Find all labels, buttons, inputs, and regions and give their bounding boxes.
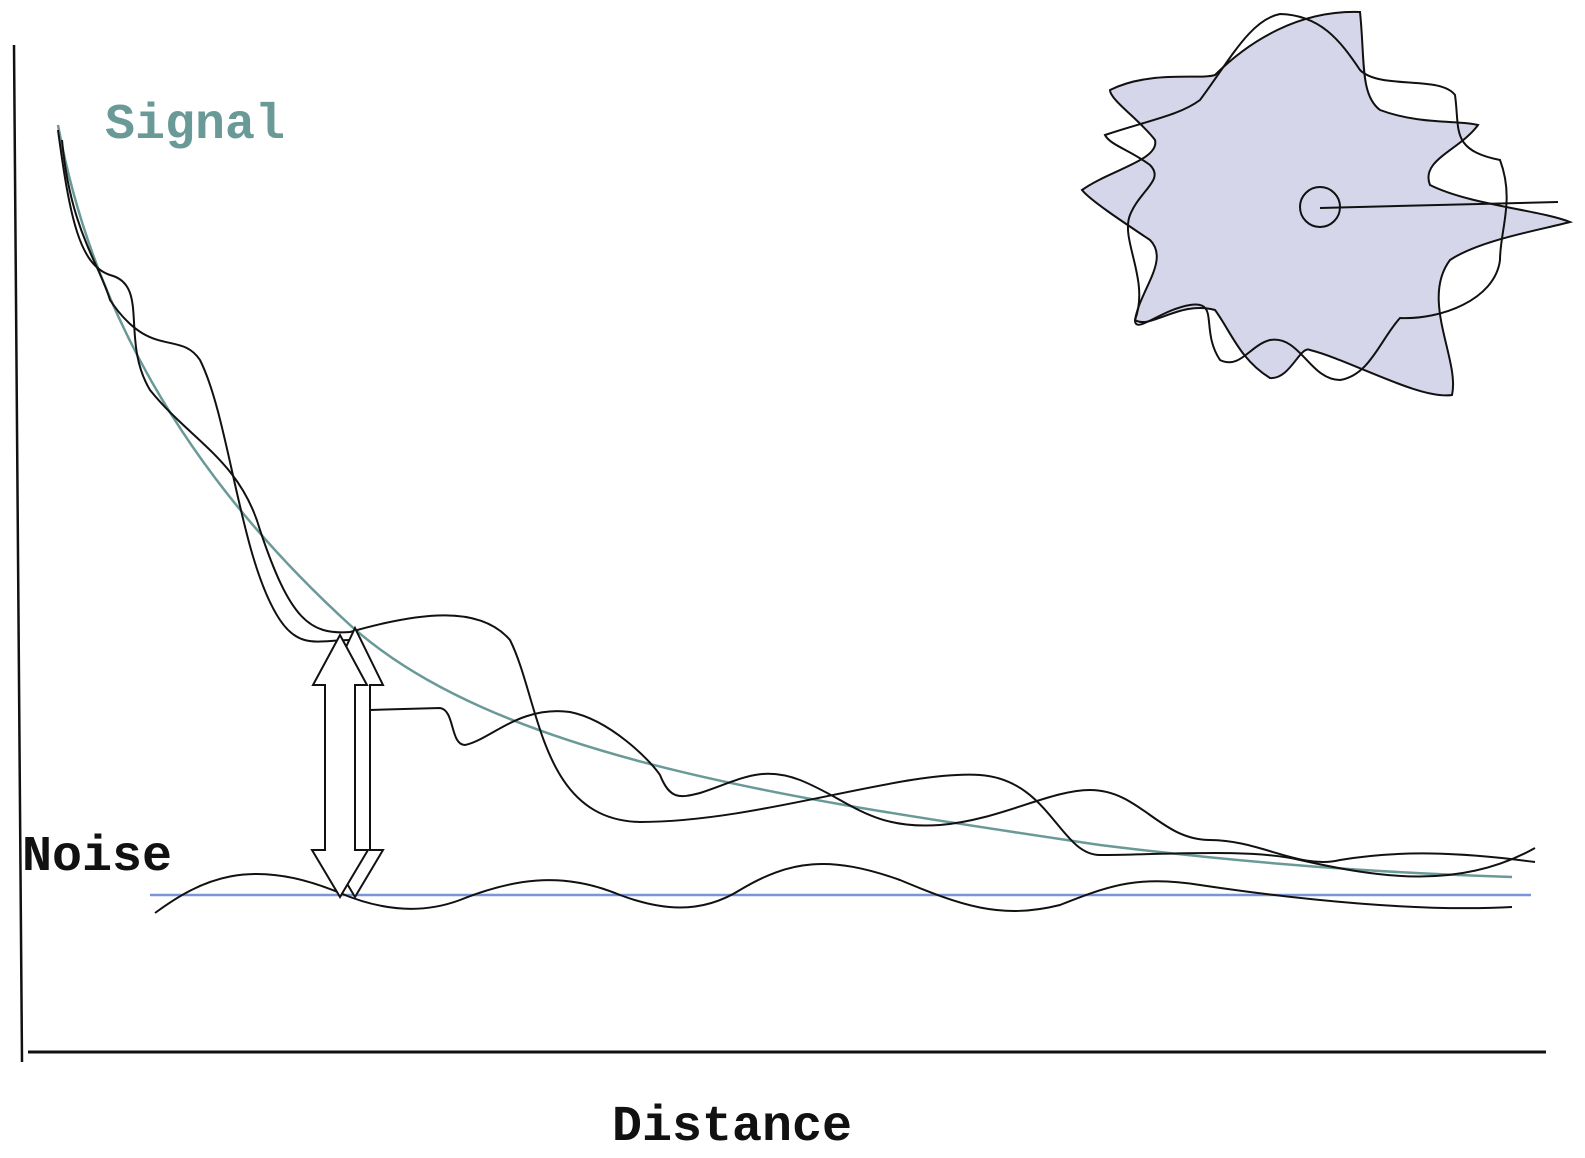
noise-curve (154, 862, 1513, 914)
y-axis (12, 44, 24, 1063)
noise-source-outline (1103, 12, 1508, 382)
measured-signal (61, 139, 1536, 863)
noise-source-shape (1080, 10, 1574, 397)
x-axis-label: Distance (612, 1099, 852, 1156)
signal-label: Signal (105, 97, 285, 154)
noise-label: Noise (22, 829, 172, 886)
measured-signal (57, 129, 1536, 878)
snr-arrow (310, 632, 370, 899)
source-ray (1319, 201, 1559, 209)
signal-curve (56, 124, 1513, 879)
